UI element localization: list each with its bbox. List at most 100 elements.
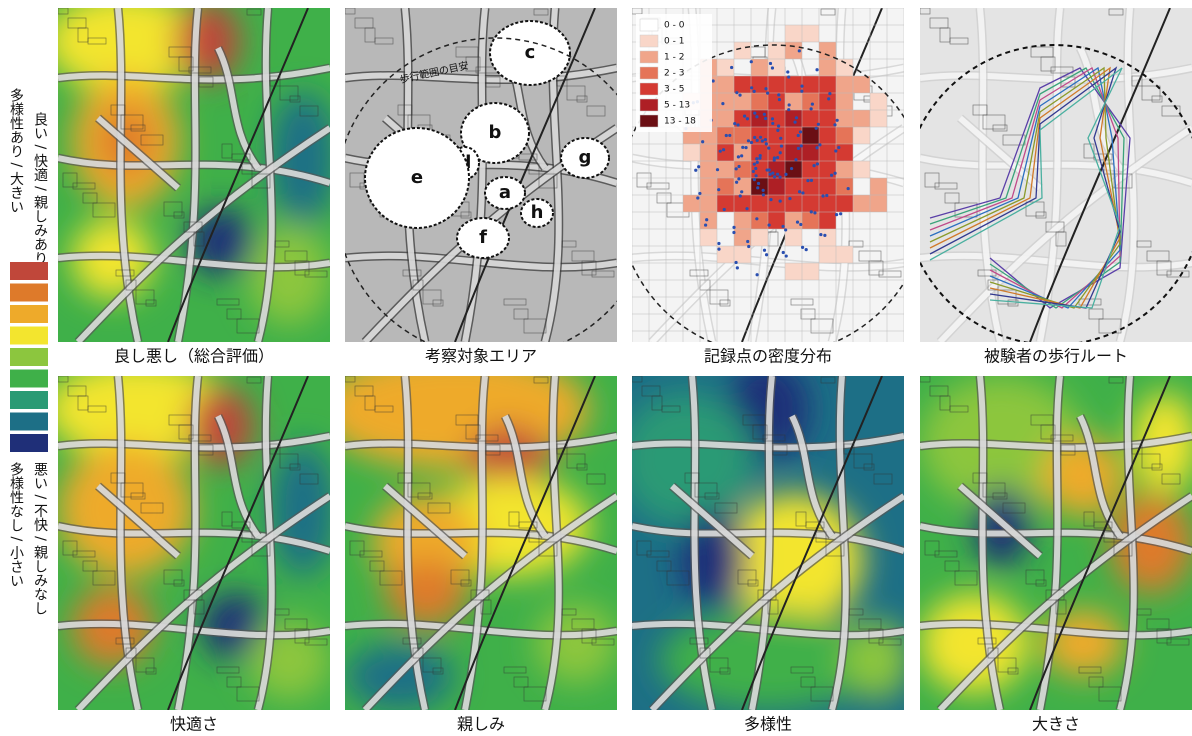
record-point — [722, 148, 725, 151]
record-point — [712, 79, 715, 82]
density-cell — [768, 178, 785, 195]
density-cell — [734, 246, 751, 263]
panel-caption: 記録点の密度分布 — [704, 347, 832, 366]
density-cell — [836, 76, 853, 93]
record-point — [766, 92, 769, 95]
record-point — [743, 115, 746, 118]
record-point — [697, 165, 700, 168]
record-point — [784, 173, 787, 176]
density-cell — [717, 76, 734, 93]
record-point — [759, 136, 762, 139]
record-point — [773, 158, 776, 161]
record-point — [732, 226, 735, 229]
density-cell — [768, 127, 785, 144]
record-point — [817, 123, 820, 126]
record-point — [769, 198, 772, 201]
record-point — [762, 193, 765, 196]
record-point — [737, 155, 740, 158]
record-point — [777, 124, 780, 127]
record-point — [750, 86, 753, 89]
density-cell — [785, 161, 802, 178]
record-point — [765, 253, 768, 256]
legend-swatch — [10, 348, 48, 366]
density-cell — [768, 59, 785, 76]
record-point — [771, 172, 774, 175]
record-point — [771, 117, 774, 120]
record-point — [790, 167, 793, 170]
record-point — [750, 141, 753, 144]
map-panel — [904, 8, 1192, 345]
density-cell — [768, 76, 785, 93]
density-legend-swatch — [640, 115, 658, 127]
density-cell — [717, 110, 734, 127]
density-cell — [700, 195, 717, 212]
density-cell — [819, 42, 836, 59]
record-point — [786, 70, 789, 73]
record-point — [733, 122, 736, 125]
record-point — [763, 249, 766, 252]
record-point — [717, 247, 720, 250]
density-legend-label: 3 - 5 — [664, 85, 684, 95]
density-cell — [734, 212, 751, 229]
record-point — [728, 134, 731, 137]
density-cell — [870, 93, 887, 110]
record-point — [815, 146, 818, 149]
density-cell — [836, 161, 853, 178]
record-point — [753, 163, 756, 166]
density-cell — [836, 246, 853, 263]
density-cell — [870, 178, 887, 195]
record-point — [812, 164, 815, 167]
record-point — [847, 187, 850, 190]
density-cell — [751, 93, 768, 110]
record-point — [732, 231, 735, 234]
record-point — [810, 210, 813, 213]
panel-caption: 考察対象エリア — [425, 347, 537, 366]
density-cell — [853, 161, 870, 178]
density-cell — [768, 93, 785, 110]
record-point — [787, 108, 790, 111]
density-cell — [802, 76, 819, 93]
density-cell — [751, 127, 768, 144]
record-point — [797, 134, 800, 137]
density-cell — [700, 161, 717, 178]
legend-swatch — [10, 413, 48, 431]
density-cell — [836, 195, 853, 212]
record-point — [744, 146, 747, 149]
record-point — [801, 191, 804, 194]
legend-swatch — [10, 327, 48, 345]
density-cell — [683, 144, 700, 161]
density-legend-label: 0 - 1 — [664, 37, 684, 47]
density-cell — [870, 110, 887, 127]
record-point — [833, 172, 836, 175]
map-panel — [618, 359, 909, 710]
density-cell — [802, 212, 819, 229]
record-point — [794, 158, 797, 161]
record-point — [833, 123, 836, 126]
density-cell — [785, 110, 802, 127]
record-point — [836, 119, 839, 122]
record-point — [830, 174, 833, 177]
record-point — [694, 169, 697, 172]
record-point — [788, 103, 791, 106]
density-cell — [785, 229, 802, 246]
area-label: c — [525, 42, 536, 63]
record-point — [769, 62, 772, 65]
density-cell — [785, 195, 802, 212]
record-point — [741, 146, 744, 149]
density-cell — [802, 25, 819, 42]
record-point — [734, 261, 737, 264]
density-cell — [819, 212, 836, 229]
map-panel — [920, 376, 1192, 710]
record-point — [759, 154, 762, 157]
record-point — [735, 91, 738, 94]
record-point — [798, 49, 801, 52]
record-point — [716, 168, 719, 171]
record-point — [746, 240, 749, 243]
record-point — [793, 121, 796, 124]
record-point — [780, 144, 783, 147]
density-cell — [785, 144, 802, 161]
density-cell — [734, 42, 751, 59]
record-point — [753, 178, 756, 181]
density-cell — [768, 195, 785, 212]
density-legend-swatch — [640, 19, 658, 31]
